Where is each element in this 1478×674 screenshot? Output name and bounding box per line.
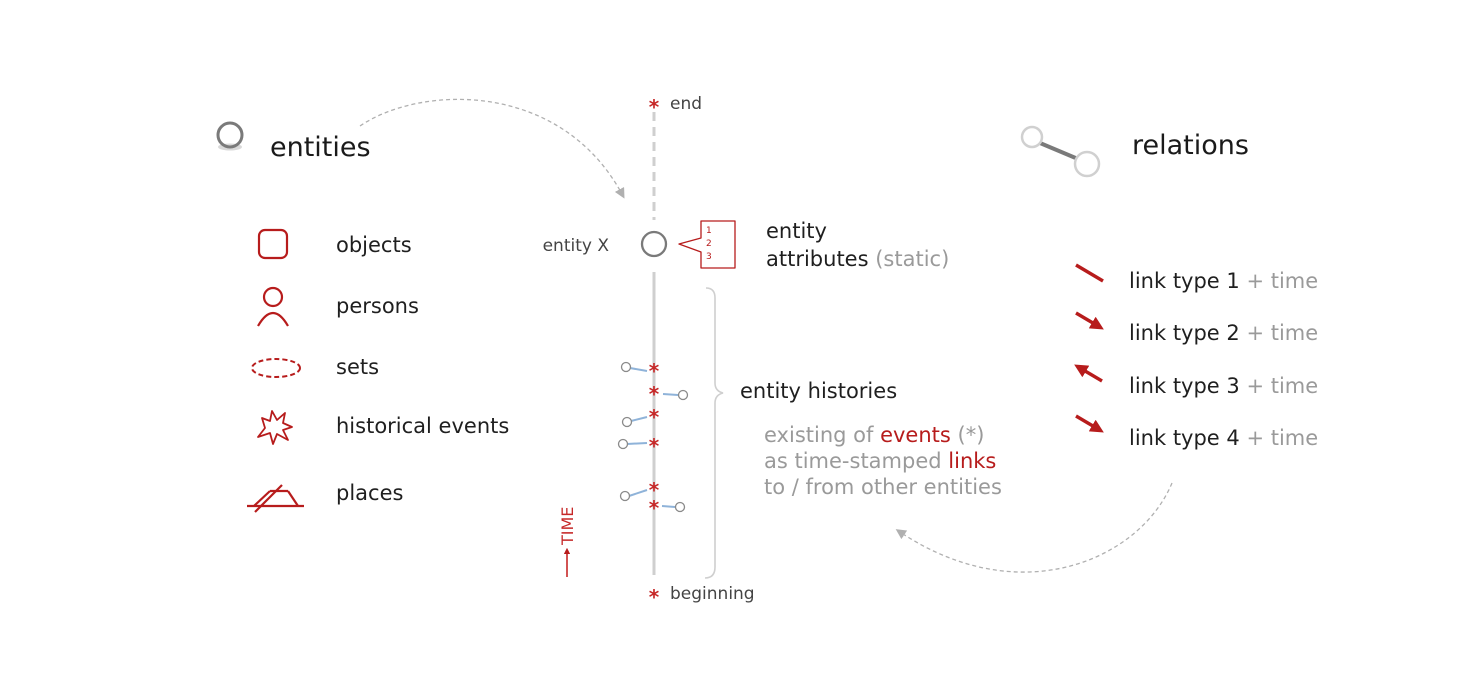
place-icon <box>247 484 304 513</box>
event-marker: * <box>649 359 660 383</box>
link-type-1-time: + time <box>1246 269 1318 293</box>
entities-to-timeline-arrow <box>359 98 625 199</box>
attributes-line1: entity <box>766 219 827 243</box>
link-type-3-time: + time <box>1246 374 1318 398</box>
person-icon <box>257 286 289 327</box>
line-icon <box>1075 263 1104 283</box>
link-type-1-label: link type 1 + time <box>1129 269 1318 293</box>
beginning-marker: * <box>649 585 660 609</box>
attribute-number-2: 2 <box>706 239 712 249</box>
link-type-2-label: link type 2 + time <box>1129 321 1318 345</box>
entity-x-label: entity X <box>543 236 610 256</box>
timeline-end-label: end <box>670 94 702 114</box>
event-marker: * <box>649 434 660 458</box>
histories-brace <box>704 287 724 579</box>
histories-line1: existing of events (*) <box>764 423 984 447</box>
link-type-2-time: + time <box>1246 321 1318 345</box>
timeline: * end * beginning entity X 1 2 3 * * * * <box>543 94 755 609</box>
link-type-3-label: link type 3 + time <box>1129 374 1318 398</box>
attributes-text: entity attributes (static) <box>766 219 949 271</box>
relation-icon <box>1020 125 1101 178</box>
attributes-line2: attributes (static) <box>766 247 949 271</box>
time-direction: TIME <box>558 507 577 577</box>
relations-heading: relations <box>1132 130 1249 161</box>
histories-line1-pre: existing of <box>764 423 874 447</box>
event-marker: * <box>649 496 660 520</box>
event-marker: * <box>649 405 660 429</box>
link-type-list: link type 1 + time link type 2 + time li… <box>1074 263 1318 450</box>
entities-header: entities <box>216 121 371 163</box>
link-type-4-time: + time <box>1246 426 1318 450</box>
histories-line3: to / from other entities <box>764 475 1002 499</box>
static-note: (static) <box>875 247 949 271</box>
end-marker: * <box>649 95 660 119</box>
arrow-up-left-icon <box>1074 364 1103 383</box>
link-type-1-name: link type 1 <box>1129 269 1240 293</box>
histories-line2: as time-stamped links <box>764 449 996 473</box>
link-type-2-name: link type 2 <box>1129 321 1240 345</box>
event-marker: * <box>649 478 660 502</box>
attributes-word: attributes <box>766 247 869 271</box>
entity-type-objects: objects <box>336 233 412 257</box>
attribute-callout: 1 2 3 <box>678 220 736 269</box>
histories-events-word: events <box>880 423 951 447</box>
square-icon <box>257 228 289 260</box>
link-type-4-name: link type 4 <box>1129 426 1240 450</box>
link-type-3-name: link type 3 <box>1129 374 1240 398</box>
entity-type-list: objects persons sets historical events p… <box>247 228 509 513</box>
relations-header: relations <box>1020 125 1249 178</box>
relations-to-histories-arrow <box>895 482 1173 573</box>
entity-x-circle <box>640 230 668 258</box>
attribute-number-3: 3 <box>706 252 712 262</box>
arrow-down-right-icon <box>1075 311 1104 330</box>
histories-heading: entity histories <box>740 379 897 403</box>
histories-line1-post: (*) <box>958 423 985 447</box>
entity-circle-icon <box>216 121 244 149</box>
link-type-4-label: link type 4 + time <box>1129 426 1318 450</box>
entities-heading: entities <box>270 132 371 163</box>
histories-text: entity histories existing of events (*) … <box>740 379 1002 499</box>
event-marker: * <box>649 382 660 406</box>
arrow-down-right-icon <box>1075 414 1104 433</box>
entity-type-historical-events: historical events <box>336 414 509 438</box>
entity-type-sets: sets <box>336 355 379 379</box>
timeline-beginning-label: beginning <box>670 584 755 604</box>
attribute-number-1: 1 <box>706 226 712 236</box>
entity-type-places: places <box>336 481 403 505</box>
time-label: TIME <box>558 507 577 546</box>
histories-links-word: links <box>948 449 996 473</box>
event-links: * * * * * * <box>617 359 689 520</box>
dashed-ellipse-icon <box>251 358 301 378</box>
histories-line2-pre: as time-stamped <box>764 449 942 473</box>
entity-type-persons: persons <box>336 294 419 318</box>
explosion-icon <box>257 410 293 445</box>
